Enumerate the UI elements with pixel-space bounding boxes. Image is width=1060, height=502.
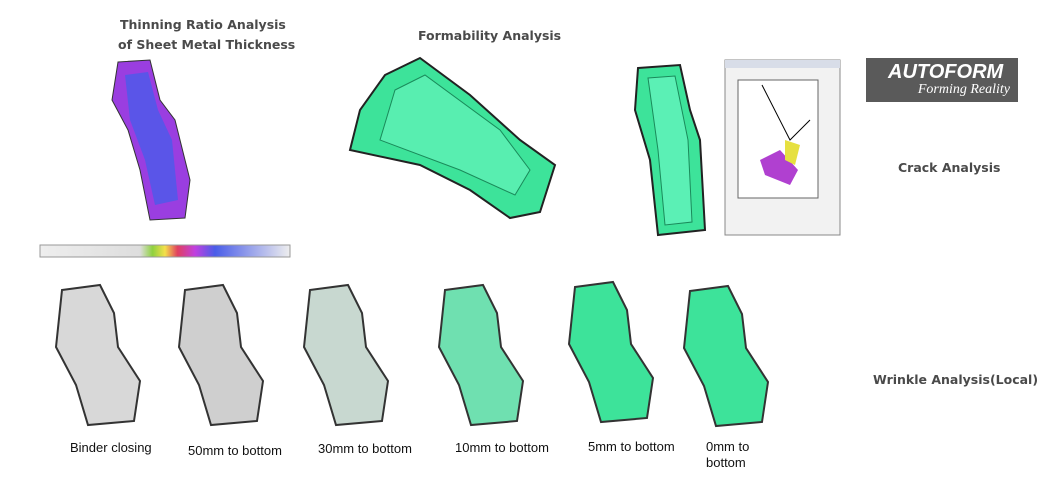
- heading: Wrinkle Analysis(Local): [873, 372, 1039, 387]
- stage-label: 10mm to bottom: [455, 440, 549, 455]
- logo-name: AUTOFORM: [888, 61, 1004, 83]
- stage-label: 5mm to bottom: [588, 439, 675, 454]
- logo: AUTOFORM Forming Reality: [866, 58, 1018, 102]
- heading: of Sheet Metal Thickness: [118, 37, 296, 52]
- stage-label: 30mm to bottom: [318, 441, 412, 456]
- color-bar: [39, 244, 291, 258]
- crack-part: [633, 63, 707, 237]
- heading: Formability Analysis: [418, 28, 562, 43]
- heading: Thinning Ratio Analysis: [120, 17, 286, 32]
- stage-label: 50mm to bottom: [188, 443, 282, 458]
- formability-part: [348, 56, 557, 220]
- logo-tagline: Forming Reality: [917, 82, 1010, 97]
- stage-parts: [55, 281, 769, 427]
- thinning-part: [111, 59, 191, 221]
- stage-label: Binder closing: [70, 440, 152, 455]
- fld-window: [724, 59, 841, 236]
- heading: Crack Analysis: [898, 160, 1001, 175]
- stage-label: 0mm to bottom: [706, 439, 750, 470]
